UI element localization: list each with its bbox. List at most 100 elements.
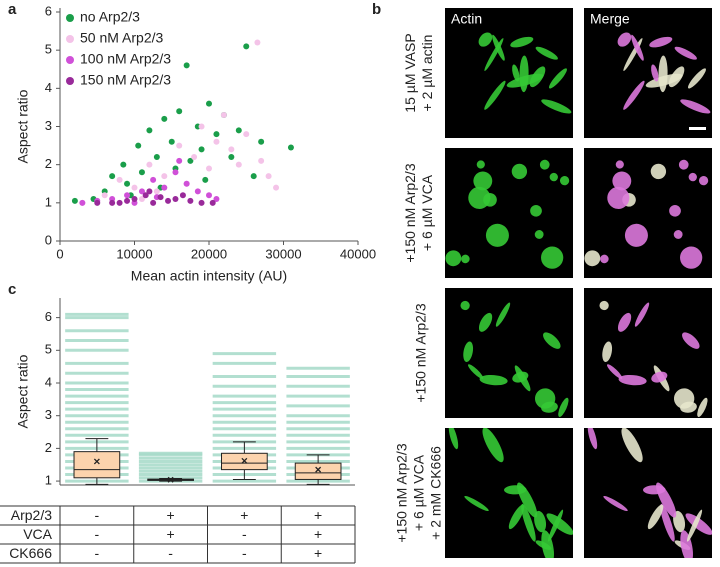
box <box>73 451 121 479</box>
point <box>168 138 175 145</box>
point <box>228 146 235 153</box>
point <box>213 138 220 145</box>
point <box>71 197 78 204</box>
droplet <box>603 495 628 512</box>
droplet <box>485 223 509 247</box>
point <box>243 43 250 50</box>
droplet <box>541 246 564 269</box>
point <box>194 188 201 195</box>
point <box>153 154 160 161</box>
droplet <box>478 312 493 332</box>
mean-marker <box>93 458 100 465</box>
droplet <box>682 332 700 349</box>
point <box>228 154 235 161</box>
point <box>161 184 168 191</box>
droplet <box>650 163 667 180</box>
legend-swatch <box>66 77 74 85</box>
y-tick-label: 6 <box>45 309 52 324</box>
point <box>254 39 261 46</box>
legend-swatch <box>66 35 74 43</box>
legend-label: no Arp2/3 <box>80 9 140 25</box>
droplet <box>698 176 709 186</box>
droplet <box>631 34 644 61</box>
point <box>273 184 280 191</box>
micrograph-bg <box>584 8 712 138</box>
droplet <box>510 36 534 48</box>
droplet <box>534 230 544 239</box>
row-label: + 2 µM actin <box>419 35 435 112</box>
legend-swatch <box>66 56 74 64</box>
point <box>138 196 145 203</box>
droplet <box>612 171 632 191</box>
point <box>235 161 242 168</box>
point <box>124 197 131 204</box>
droplet <box>617 312 632 332</box>
row-label: + 6 µM VCA <box>411 454 427 531</box>
point <box>172 169 179 176</box>
droplet <box>674 46 697 60</box>
y-tick-label: 3 <box>45 407 52 422</box>
droplet <box>479 374 508 386</box>
row-label: +150 nM Arp2/3 <box>394 443 410 542</box>
y-tick-label: 5 <box>45 342 52 357</box>
legend-label: 50 nM Arp2/3 <box>80 30 163 46</box>
blobs <box>599 300 708 417</box>
point <box>135 142 142 149</box>
legend-label: 150 nM Arp2/3 <box>80 72 171 88</box>
panel-label: c <box>8 281 16 298</box>
point <box>191 154 198 161</box>
point <box>101 192 108 199</box>
droplet <box>621 428 643 463</box>
point <box>176 142 183 149</box>
point <box>172 196 179 203</box>
blobs <box>587 428 712 558</box>
row-label: 15 µM VASP <box>402 33 418 112</box>
micrograph-bg <box>445 8 573 138</box>
point <box>79 199 86 206</box>
point <box>146 161 153 168</box>
scale-bar <box>689 127 706 130</box>
point <box>287 144 294 151</box>
y-tick-label: 3 <box>45 118 52 133</box>
droplet <box>463 341 474 362</box>
point <box>150 176 157 183</box>
micrograph <box>445 8 573 138</box>
point <box>109 199 116 206</box>
droplet <box>512 64 520 82</box>
droplet <box>534 510 547 533</box>
point <box>161 115 168 122</box>
table-cell: - <box>95 526 100 542</box>
table-row-label: VCA <box>23 526 52 542</box>
blobs <box>460 300 569 417</box>
droplet <box>687 68 706 89</box>
droplet <box>634 302 650 327</box>
droplet <box>697 397 708 417</box>
droplet <box>478 32 493 47</box>
droplet <box>495 302 511 327</box>
droplet <box>618 374 647 386</box>
y-tick-label: 5 <box>45 42 52 57</box>
blobs <box>584 159 709 269</box>
droplet <box>673 388 695 409</box>
droplet <box>541 99 572 114</box>
legend-swatch <box>66 14 74 22</box>
micrograph <box>584 8 712 138</box>
micrograph <box>584 148 712 278</box>
droplet <box>647 504 664 530</box>
table-row-label: CK666 <box>9 545 52 561</box>
x-tick-label: 40000 <box>340 246 376 261</box>
table-cell: - <box>95 545 100 561</box>
point <box>258 157 265 164</box>
y-tick-label: 4 <box>45 80 52 95</box>
point <box>150 199 157 206</box>
droplet <box>521 503 536 542</box>
droplet <box>680 99 711 114</box>
y-axis-label: Aspect ratio <box>15 354 31 428</box>
droplet <box>686 509 703 542</box>
point <box>206 192 212 199</box>
point <box>116 176 123 183</box>
point <box>243 131 250 138</box>
point <box>198 146 205 153</box>
droplet <box>534 388 556 409</box>
